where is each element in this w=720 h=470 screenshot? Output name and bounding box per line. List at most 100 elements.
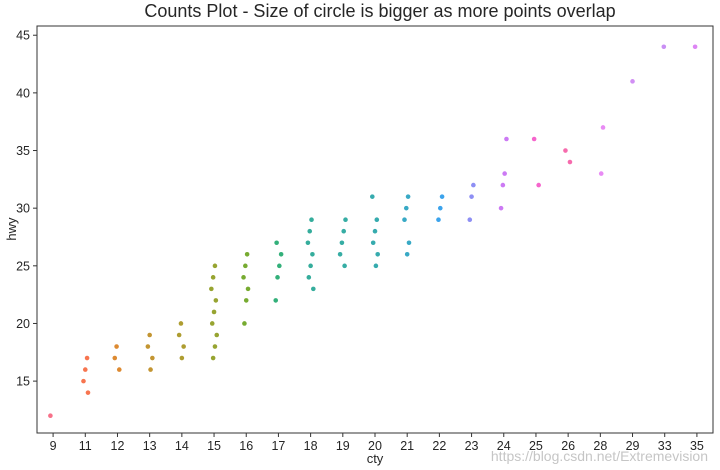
- x-tick-label: 17: [271, 439, 285, 453]
- data-point: [661, 44, 667, 50]
- y-tick-label: 45: [16, 29, 30, 43]
- data-point: [563, 148, 568, 153]
- data-point: [342, 263, 347, 269]
- data-point: [375, 251, 381, 257]
- data-point: [176, 332, 182, 338]
- data-point: [210, 355, 216, 361]
- data-point: [178, 321, 184, 326]
- data-point: [245, 286, 251, 292]
- data-point: [179, 355, 185, 361]
- data-point: [214, 332, 220, 338]
- data-point: [406, 240, 412, 246]
- data-point: [567, 159, 573, 165]
- x-tick-label: 16: [239, 439, 253, 453]
- data-point: [112, 355, 118, 361]
- data-point: [372, 228, 378, 234]
- data-point: [147, 332, 152, 338]
- data-point: [536, 182, 541, 188]
- data-point: [85, 390, 91, 395]
- chart-title: Counts Plot - Size of circle is bigger a…: [144, 1, 615, 21]
- x-tick-label: 25: [529, 439, 543, 453]
- data-point: [210, 275, 216, 280]
- data-point: [81, 378, 86, 384]
- x-tick-label: 22: [432, 439, 446, 453]
- data-point: [343, 217, 348, 222]
- data-point: [504, 136, 509, 142]
- x-tick-label: 18: [304, 439, 318, 453]
- data-point: [305, 240, 311, 246]
- data-point: [309, 217, 314, 222]
- x-axis: 9 11 12 13 14 15 16 17 18 19 20 21 22 23 24 25 26 28 29 33 3…: [50, 433, 704, 453]
- x-axis-label: cty: [367, 451, 384, 466]
- data-point: [209, 286, 214, 292]
- watermark: https://blog.csdn.net/Extremevision: [490, 448, 708, 464]
- x-tick-label: 28: [593, 439, 607, 453]
- data-point: [275, 275, 280, 280]
- x-tick-label: 29: [626, 439, 640, 453]
- data-point: [471, 182, 476, 188]
- data-point: [467, 217, 473, 222]
- data-point: [311, 286, 316, 292]
- x-tick-label: 15: [207, 439, 221, 453]
- data-point: [598, 171, 604, 176]
- data-point: [209, 321, 215, 326]
- x-tick-label: 24: [497, 439, 511, 453]
- y-tick-label: 40: [16, 86, 30, 100]
- data-point: [244, 251, 250, 257]
- data-point: [692, 44, 698, 50]
- data-point: [498, 205, 504, 211]
- data-point: [373, 263, 379, 269]
- data-point: [339, 240, 345, 246]
- y-tick-label: 35: [16, 144, 30, 158]
- y-tick-label: 20: [16, 317, 30, 331]
- x-tick-label: 12: [111, 439, 125, 453]
- data-point: [306, 275, 312, 280]
- data-point: [277, 263, 282, 269]
- data-point: [212, 344, 218, 349]
- data-point: [116, 367, 122, 372]
- x-tick-label: 26: [561, 439, 575, 453]
- data-point: [403, 205, 409, 211]
- data-point: [402, 217, 407, 222]
- data-point: [211, 309, 217, 315]
- data-point: [243, 263, 248, 269]
- data-point: [370, 240, 376, 246]
- y-tick-label: 30: [16, 202, 30, 216]
- data-point: [531, 136, 537, 142]
- x-tick-label: 23: [465, 439, 479, 453]
- data-point: [273, 298, 279, 303]
- y-axis: 15 20 25 30 35 40 45: [16, 29, 37, 389]
- data-point: [502, 171, 507, 176]
- y-tick-label: 15: [16, 375, 30, 389]
- data-point: [370, 194, 375, 199]
- data-point: [84, 355, 90, 361]
- data-point: [500, 182, 506, 188]
- x-tick-label: 9: [50, 439, 57, 453]
- data-point: [337, 251, 343, 257]
- data-point: [600, 125, 606, 130]
- x-tick-label: 21: [400, 439, 414, 453]
- data-point: [181, 344, 186, 349]
- data-point: [48, 413, 53, 419]
- data-point: [436, 217, 441, 222]
- x-tick-label: 19: [336, 439, 350, 453]
- x-tick-label: 35: [690, 439, 704, 453]
- x-tick-label: 33: [658, 439, 672, 453]
- data-point: [437, 205, 443, 211]
- x-tick-label: 11: [79, 439, 92, 453]
- y-tick-label: 25: [16, 259, 30, 273]
- data-points: [48, 44, 698, 419]
- data-point: [274, 240, 279, 246]
- data-point: [278, 251, 284, 257]
- data-point: [213, 298, 219, 303]
- x-tick-label: 20: [368, 439, 382, 453]
- data-point: [310, 251, 315, 257]
- data-point: [241, 275, 246, 280]
- data-point: [243, 298, 249, 303]
- data-point: [82, 367, 88, 372]
- data-point: [374, 217, 380, 222]
- data-point: [150, 355, 155, 361]
- data-point: [308, 263, 313, 269]
- data-point: [242, 321, 247, 326]
